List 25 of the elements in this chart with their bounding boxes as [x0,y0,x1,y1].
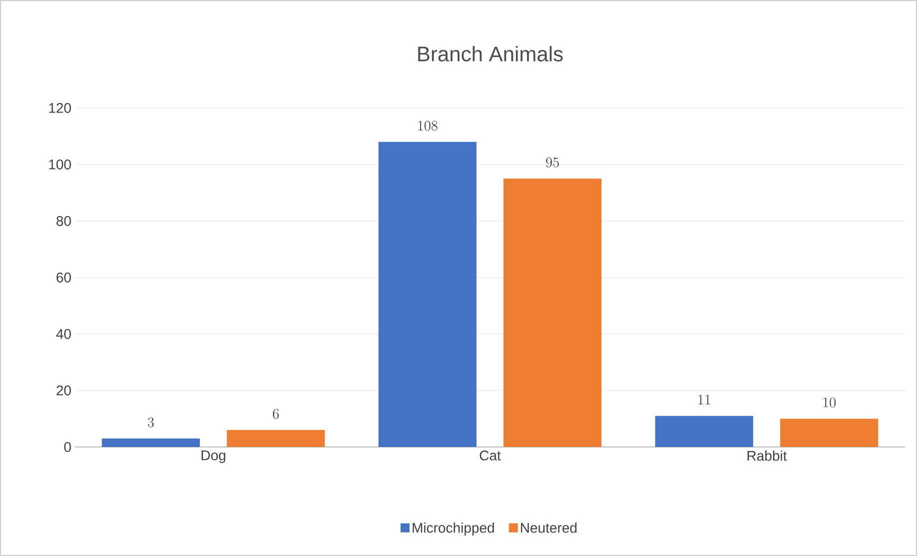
y-tick-label: 0 [64,442,71,452]
bar [226,430,325,447]
x-tick-label: Rabbit [748,450,787,461]
x-tick-label: Cat [480,450,501,460]
x-tick-label: Dog [202,450,226,464]
y-tick-label: 40 [56,329,71,339]
data-label: 11 [698,394,710,404]
bar [378,142,477,447]
data-label: 10 [823,398,836,408]
legend-label: Neutered [520,522,577,533]
bar [655,416,754,447]
legend-label: Microchipped [412,522,494,536]
y-tick-label: 20 [56,386,71,396]
y-tick-label: 120 [49,103,71,113]
y-tick-label: 100 [49,160,71,170]
chart-title: Branch Animals [418,46,563,62]
data-label: 95 [546,158,559,168]
data-label: 108 [418,120,438,131]
bar [102,438,200,447]
bar [504,178,602,447]
data-label: 3 [148,417,154,428]
data-label: 6 [272,408,279,419]
y-tick-label: 80 [56,216,71,226]
y-tick-label: 60 [56,272,71,282]
bar [780,418,878,447]
